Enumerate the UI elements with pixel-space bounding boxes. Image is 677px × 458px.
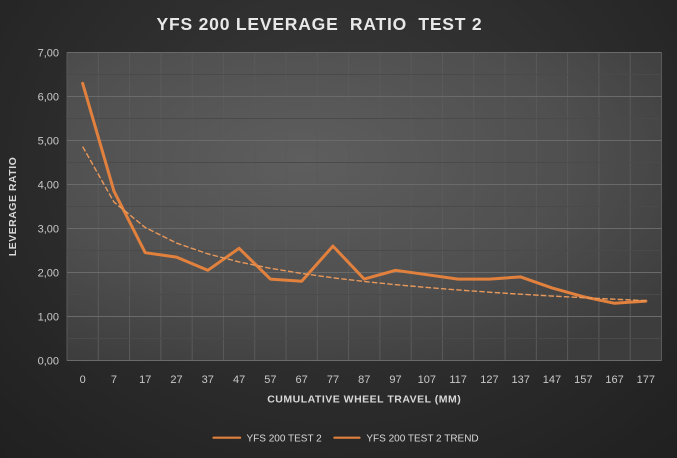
svg-text:37: 37 (202, 374, 214, 386)
svg-text:147: 147 (543, 374, 561, 386)
svg-text:3,00: 3,00 (38, 224, 59, 236)
svg-text:47: 47 (233, 374, 245, 386)
svg-text:87: 87 (358, 374, 370, 386)
svg-text:7,00: 7,00 (38, 48, 59, 60)
svg-text:177: 177 (637, 374, 655, 386)
svg-text:4,00: 4,00 (38, 180, 59, 192)
svg-text:97: 97 (389, 374, 401, 386)
svg-text:CUMULATIVE WHEEL TRAVEL (MM): CUMULATIVE WHEEL TRAVEL (MM) (267, 394, 461, 406)
svg-text:167: 167 (605, 374, 623, 386)
svg-text:LEVERAGE RATIO: LEVERAGE RATIO (7, 157, 19, 257)
svg-text:117: 117 (449, 374, 467, 386)
svg-text:17: 17 (139, 374, 151, 386)
svg-text:5,00: 5,00 (38, 136, 59, 148)
svg-text:YFS 200 TEST 2: YFS 200 TEST 2 (247, 434, 323, 445)
svg-text:7: 7 (111, 374, 117, 386)
svg-text:1,00: 1,00 (38, 312, 59, 324)
svg-text:0,00: 0,00 (38, 356, 59, 368)
svg-text:0: 0 (80, 374, 86, 386)
svg-text:157: 157 (574, 374, 592, 386)
svg-text:57: 57 (264, 374, 276, 386)
svg-text:2,00: 2,00 (38, 268, 59, 280)
svg-text:YFS 200 TEST 2 TREND: YFS 200 TEST 2 TREND (366, 434, 478, 445)
svg-text:107: 107 (418, 374, 436, 386)
svg-text:27: 27 (170, 374, 182, 386)
svg-text:137: 137 (512, 374, 530, 386)
svg-text:6,00: 6,00 (38, 92, 59, 104)
svg-text:67: 67 (296, 374, 308, 386)
svg-text:127: 127 (480, 374, 498, 386)
svg-text:77: 77 (327, 374, 339, 386)
